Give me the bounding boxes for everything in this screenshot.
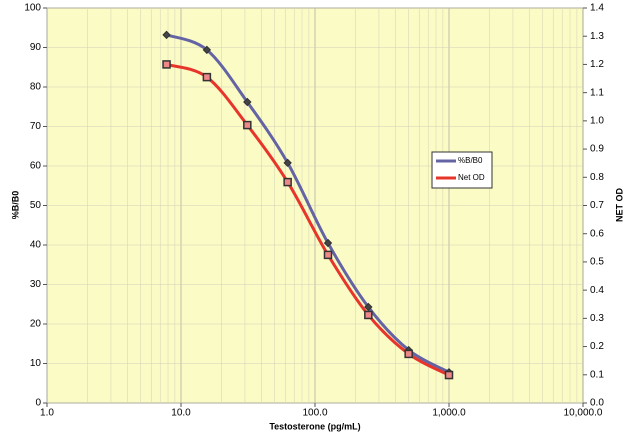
marker	[364, 310, 373, 320]
y2-tick-label: 1.0	[590, 115, 604, 126]
y2-tick-label: 0.7	[590, 200, 604, 211]
y2-tick-label: 0.2	[590, 341, 604, 352]
y2-axis-title: NET OD	[614, 188, 624, 223]
marker	[404, 349, 413, 359]
marker	[444, 370, 454, 380]
y-axis-title: %B/B0	[10, 191, 20, 220]
y-tick-label: 60	[30, 161, 42, 172]
y-tick-label: 10	[30, 358, 42, 369]
legend-label: %B/B0	[458, 156, 483, 165]
x-tick-label: 100.0	[302, 408, 327, 419]
marker	[202, 72, 212, 82]
y2-tick-label: 0.1	[590, 369, 604, 380]
y-tick-label: 50	[30, 200, 42, 211]
y-tick-label: 70	[30, 121, 42, 132]
y-tick-label: 0	[35, 398, 41, 409]
marker	[243, 120, 252, 130]
marker	[364, 302, 373, 312]
y2-tick-label: 0.8	[590, 172, 604, 183]
legend-box	[431, 151, 493, 189]
x-tick-label: 1,000.0	[432, 408, 466, 419]
marker	[162, 60, 171, 69]
y2-tick-label: 0.3	[590, 313, 604, 324]
y-tick-label: 90	[30, 42, 42, 53]
marker	[283, 177, 292, 187]
marker	[162, 30, 171, 40]
marker	[202, 45, 212, 55]
marker	[323, 238, 333, 248]
series-line	[166, 62, 450, 377]
grid	[46, 7, 584, 404]
marker	[323, 250, 333, 260]
marker	[283, 158, 292, 168]
x-axis-title: Testosterone (pg/mL)	[269, 421, 360, 431]
y-tick-label: 80	[30, 82, 42, 93]
y2-tick-label: 0.0	[590, 398, 604, 409]
x-tick-label: 10,000.0	[564, 408, 603, 419]
y2-tick-label: 0.9	[590, 144, 604, 155]
y2-tick-label: 0.6	[590, 228, 604, 239]
y-tick-label: 30	[30, 279, 42, 290]
y2-tick-label: 1.4	[590, 3, 604, 14]
legend-label: Net OD	[458, 173, 485, 182]
y2-tick-label: 1.1	[590, 87, 604, 98]
y-tick-label: 20	[30, 319, 42, 330]
y-tick-label: 100	[24, 3, 41, 14]
series-line	[166, 33, 450, 374]
y-tick-label: 40	[30, 240, 42, 251]
y2-tick-label: 1.2	[590, 59, 604, 70]
y2-tick-label: 0.4	[590, 285, 604, 296]
y2-tick-label: 0.5	[590, 257, 604, 268]
marker	[243, 97, 252, 107]
x-tick-label: 10.0	[171, 408, 191, 419]
x-tick-label: 1.0	[40, 408, 54, 419]
legend: %B/B0 Net OD	[431, 151, 493, 189]
y2-tick-label: 1.3	[590, 31, 604, 42]
